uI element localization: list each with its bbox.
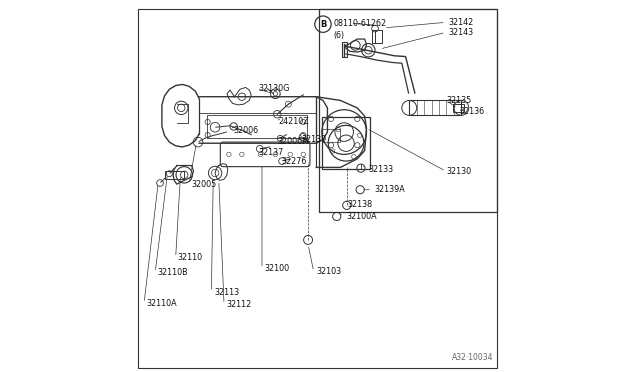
Text: 32276: 32276 xyxy=(281,157,307,166)
Text: 32110B: 32110B xyxy=(157,268,188,277)
Text: 32100: 32100 xyxy=(264,264,289,273)
Bar xyxy=(207,115,307,138)
Bar xyxy=(372,30,383,43)
Text: 32100A: 32100A xyxy=(346,212,377,221)
Text: 32135: 32135 xyxy=(447,96,472,105)
Text: 32130: 32130 xyxy=(447,167,472,176)
Bar xyxy=(322,117,370,169)
Text: 32138: 32138 xyxy=(348,200,373,209)
Text: 24210Z: 24210Z xyxy=(278,117,309,126)
Text: B: B xyxy=(320,20,326,29)
Text: 32133: 32133 xyxy=(369,165,394,174)
Text: 32137: 32137 xyxy=(259,148,284,157)
Bar xyxy=(319,9,497,212)
Text: 32110A: 32110A xyxy=(147,299,177,308)
Text: (6): (6) xyxy=(333,31,344,40)
Text: 08110-61262: 08110-61262 xyxy=(333,19,386,28)
Bar xyxy=(342,42,347,57)
Bar xyxy=(164,171,184,179)
Text: 32139: 32139 xyxy=(301,135,326,144)
Bar xyxy=(453,104,465,112)
Text: 32110: 32110 xyxy=(178,253,203,262)
Text: 32103: 32103 xyxy=(316,267,341,276)
Text: 32005: 32005 xyxy=(191,180,217,189)
Text: 32006: 32006 xyxy=(234,126,259,135)
Text: 32142: 32142 xyxy=(449,18,474,27)
Text: 32143: 32143 xyxy=(449,28,474,37)
Bar xyxy=(322,129,340,142)
Text: 32136: 32136 xyxy=(460,107,484,116)
Text: 32112: 32112 xyxy=(227,300,252,309)
Text: A32·10034: A32·10034 xyxy=(451,353,493,362)
Text: 32130G: 32130G xyxy=(259,84,290,93)
Text: 32006M: 32006M xyxy=(277,137,309,146)
Text: 32113: 32113 xyxy=(214,288,239,296)
Text: 32139A: 32139A xyxy=(374,185,404,194)
Bar xyxy=(410,100,461,115)
